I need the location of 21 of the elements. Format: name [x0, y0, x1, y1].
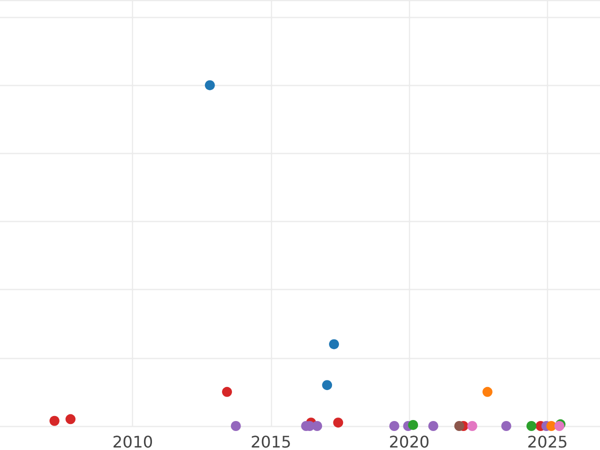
point [467, 421, 478, 431]
point [389, 421, 400, 431]
point [329, 339, 340, 350]
point [333, 418, 344, 428]
point [230, 421, 241, 431]
point [408, 420, 418, 430]
x-tick-label: 2015 [250, 432, 292, 450]
point [454, 421, 464, 431]
point [204, 80, 215, 90]
x-tick-label: 2010 [112, 432, 154, 450]
point [322, 380, 332, 390]
point [66, 414, 76, 424]
x-tick-label: 2025 [527, 432, 568, 450]
point [482, 386, 492, 397]
x-tick-label: 2020 [388, 432, 430, 450]
point [49, 416, 60, 426]
point [526, 421, 536, 431]
point [312, 421, 322, 431]
point [428, 421, 438, 431]
point [222, 386, 232, 397]
point [501, 421, 512, 431]
